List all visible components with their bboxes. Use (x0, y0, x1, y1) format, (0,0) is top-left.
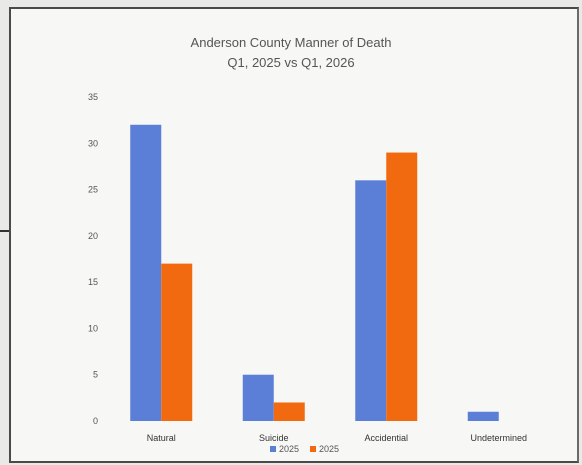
y-tick-label: 20 (88, 231, 98, 241)
page-edge-mark (0, 230, 10, 232)
chart-subtitle: Q1, 2025 vs Q1, 2026 (227, 55, 355, 70)
legend-swatch (270, 446, 276, 452)
y-tick-label: 5 (93, 370, 98, 380)
chart-title: Anderson County Manner of Death (190, 35, 392, 50)
y-tick-label: 35 (88, 92, 98, 102)
y-tick-label: 30 (88, 138, 98, 148)
legend-label: 2025 (319, 444, 339, 454)
bar-natural-series-1 (130, 124, 162, 422)
chart-frame (9, 7, 579, 463)
y-tick-label: 10 (88, 323, 98, 333)
legend-label: 2025 (279, 444, 299, 454)
bar-accidential-series-1 (355, 180, 387, 421)
legend-swatch (310, 446, 316, 452)
bar-suicide-series-1 (242, 374, 274, 421)
y-tick-label: 0 (93, 416, 98, 426)
x-category-label: Suicide (259, 433, 289, 443)
x-category-label: Natural (147, 433, 176, 443)
x-category-label: Undetermined (470, 433, 527, 443)
y-tick-label: 15 (88, 277, 98, 287)
y-tick-label: 25 (88, 185, 98, 195)
bar-undetermined-series-1 (467, 411, 499, 421)
bar-natural-series-2 (161, 263, 193, 421)
x-category-label: Accidential (364, 433, 408, 443)
bar-suicide-series-2 (273, 402, 305, 421)
bar-accidential-series-2 (386, 152, 418, 422)
